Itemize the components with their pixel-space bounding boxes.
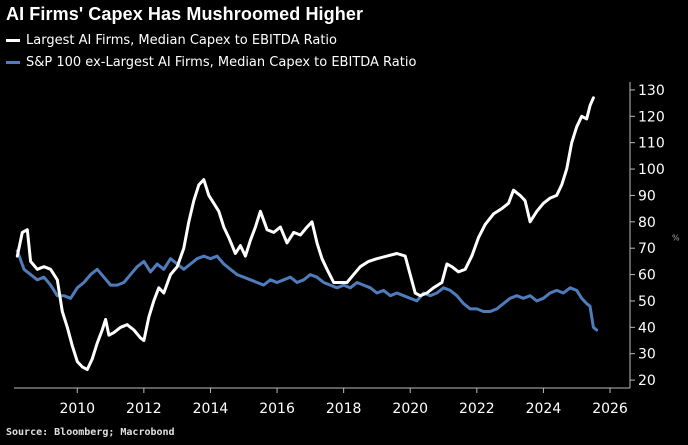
y-tick-label: 20 [638,373,656,389]
x-tick-label: 2016 [259,401,295,417]
legend-label-sp100: S&P 100 ex-Largest AI Firms, Median Cape… [26,55,417,70]
legend-swatch-ai-firms [6,39,20,42]
legend-item-sp100: S&P 100 ex-Largest AI Firms, Median Cape… [6,55,416,70]
x-tick-label: 2014 [193,401,229,417]
legend-label-ai-firms: Largest AI Firms, Median Capex to EBITDA… [26,33,337,48]
x-tick-label: 2024 [526,401,562,417]
y-tick-label: 70 [638,241,656,257]
y-tick-label: 30 [638,347,656,363]
x-tick-label: 2022 [459,401,495,417]
legend-swatch-sp100 [6,61,20,64]
y-tick-label: 50 [638,294,656,310]
x-tick-label: 2018 [326,401,362,417]
x-tick-label: 2012 [126,401,162,417]
y-tick-label: 40 [638,320,656,336]
y-tick-label: 60 [638,268,656,284]
y-tick-label: 110 [638,136,665,152]
y-unit-label: % [672,233,680,242]
series-line-sp100 [15,249,599,332]
x-tick-label: 2010 [59,401,95,417]
series-line-ai-firms [15,96,595,371]
y-tick-label: 80 [638,215,656,231]
y-tick-label: 100 [638,162,665,178]
chart-title: AI Firms' Capex Has Mushroomed Higher [6,4,364,24]
x-tick-label: 2020 [392,401,428,417]
legend-item-ai-firms: Largest AI Firms, Median Capex to EBITDA… [6,33,337,48]
y-tick-label: 120 [638,109,665,125]
x-tick-label: 2026 [592,401,628,417]
y-tick-label: 130 [638,83,665,99]
y-tick-label: 90 [638,188,656,204]
source-note: Source: Bloomberg; Macrobond [6,427,175,438]
